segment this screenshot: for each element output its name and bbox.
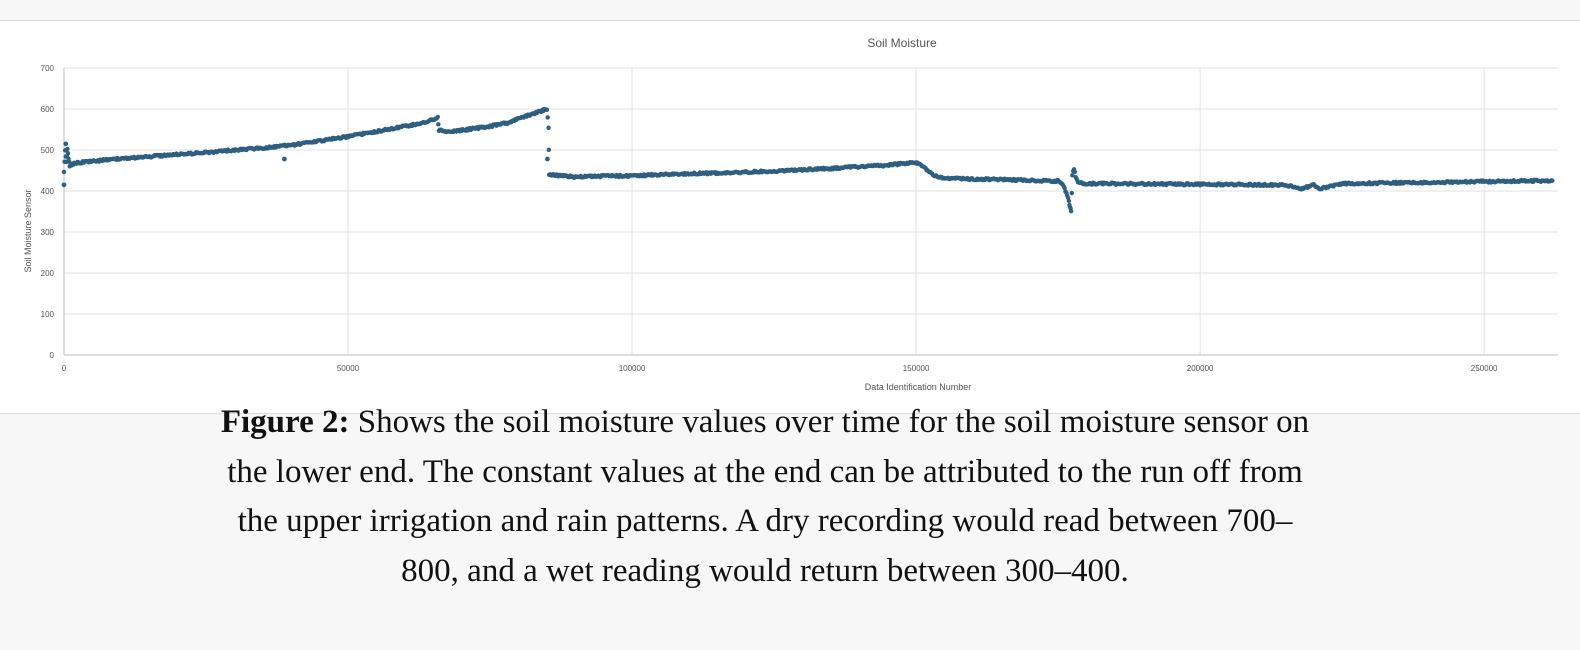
axes: [64, 68, 1558, 355]
y-tick-label: 300: [41, 228, 55, 237]
data-series: [62, 107, 1555, 214]
x-tick-label: 0: [62, 364, 67, 373]
figure-caption-text: Shows the soil moisture values over time…: [227, 404, 1309, 589]
x-tick-label: 250000: [1471, 364, 1498, 373]
y-tick-label: 0: [50, 351, 55, 360]
y-tick-label: 500: [41, 146, 55, 155]
y-axis-label: Soil Moisture Sensor: [23, 189, 33, 272]
data-point: [65, 147, 69, 151]
data-point: [62, 170, 66, 174]
x-axis-label: Data Identification Number: [865, 382, 972, 392]
data-point: [1073, 170, 1077, 174]
data-point: [66, 151, 70, 155]
figure-caption: Figure 2: Shows the soil moisture values…: [220, 398, 1310, 596]
data-point: [1067, 199, 1071, 203]
data-point: [62, 182, 67, 187]
x-tick-label: 200000: [1187, 364, 1214, 373]
data-point: [1070, 191, 1074, 195]
soil-moisture-chart: 0 100 200 300 400 500 600 700 0 50000 100000 150000…: [0, 21, 1580, 413]
y-tick-label: 200: [41, 269, 55, 278]
data-point: [1550, 179, 1554, 183]
data-point: [436, 115, 440, 119]
y-tick-label: 100: [41, 310, 55, 319]
chart-area: 0 100 200 300 400 500 600 700 0 50000 100000 150000…: [0, 20, 1580, 414]
x-tick-label: 50000: [337, 364, 360, 373]
x-tick-label: 100000: [619, 364, 646, 373]
chart-title: Soil Moisture: [867, 36, 937, 50]
grid-lines: [64, 68, 1558, 355]
data-point: [546, 115, 550, 119]
data-point: [436, 122, 440, 126]
data-point: [546, 126, 550, 130]
y-tick-label: 600: [41, 105, 55, 114]
data-point: [545, 157, 550, 162]
data-point: [547, 148, 551, 152]
x-tick-label: 150000: [903, 364, 930, 373]
figure-caption-label: Figure 2:: [221, 404, 350, 440]
data-point: [545, 108, 549, 112]
tick-labels: 0 100 200 300 400 500 600 700 0 50000 100000 150000…: [41, 64, 1498, 373]
y-tick-label: 400: [41, 187, 55, 196]
y-tick-label: 700: [41, 64, 55, 73]
data-point: [63, 141, 68, 146]
data-point: [1069, 209, 1073, 213]
data-point: [282, 157, 287, 162]
